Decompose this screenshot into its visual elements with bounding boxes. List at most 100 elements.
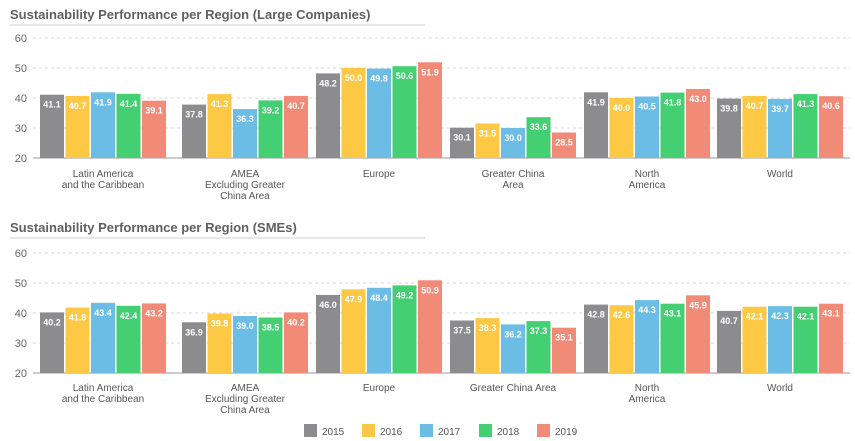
bar-2016 (742, 306, 767, 373)
data-label: 40.2 (287, 317, 305, 327)
data-label: 45.9 (689, 300, 707, 310)
data-label: 37.5 (453, 326, 471, 336)
category-label: Excluding Greater (205, 180, 286, 191)
bar-2015 (182, 322, 206, 373)
bar-2017 (367, 68, 391, 158)
category-label: Latin America (73, 169, 134, 180)
bar-2018 (116, 93, 141, 158)
data-label: 40.0 (613, 103, 631, 113)
category-label: America (629, 180, 666, 191)
bar-2019 (552, 327, 576, 373)
bar-2017 (91, 92, 115, 158)
bar-2018 (392, 285, 417, 373)
legend-swatch-2015 (304, 424, 317, 437)
bar-2019 (284, 312, 308, 373)
bar-2019 (686, 89, 710, 158)
category-label: America (629, 394, 666, 405)
bar-2018 (526, 321, 551, 373)
y-tick-label: 50 (15, 278, 27, 290)
bar-2019 (142, 100, 166, 158)
data-label: 30.0 (504, 133, 522, 143)
data-label: 39.7 (771, 104, 789, 114)
bar-2018 (660, 92, 685, 158)
bar-2019 (142, 303, 166, 373)
bar-2017 (233, 316, 257, 373)
data-label: 40.2 (43, 317, 61, 327)
legend-swatch-2018 (479, 424, 492, 437)
data-label: 41.9 (587, 97, 605, 107)
data-label: 39.8 (720, 104, 738, 114)
data-label: 50.6 (396, 71, 414, 81)
bar-2015 (717, 98, 741, 158)
bar-2016 (475, 123, 500, 158)
bar-2019 (284, 95, 308, 158)
data-label: 50.9 (421, 285, 439, 295)
bar-2015 (584, 304, 608, 373)
data-label: 39.0 (236, 321, 254, 331)
data-label: 40.7 (287, 101, 305, 111)
bar-2017 (501, 128, 525, 158)
bar-2019 (552, 132, 576, 158)
data-label: 36.3 (236, 114, 254, 124)
chart-title: Sustainability Performance per Region (L… (10, 7, 370, 22)
bar-2015 (450, 127, 474, 158)
legend-label: 2019 (555, 427, 578, 438)
category-label: Latin America (73, 383, 134, 394)
data-label: 41.8 (664, 98, 682, 108)
y-tick-label: 40 (15, 93, 27, 105)
bar-2017 (768, 98, 792, 158)
bar-2018 (793, 94, 818, 158)
data-label: 41.1 (43, 100, 61, 110)
category-label: China Area (220, 191, 270, 202)
category-label: North (635, 383, 659, 394)
data-label: 44.3 (638, 305, 656, 315)
bar-2015 (40, 312, 64, 373)
bar-2016 (341, 68, 366, 158)
data-label: 41.3 (211, 99, 229, 109)
data-label: 50.0 (345, 73, 363, 83)
bar-2018 (526, 117, 551, 158)
legend-label: 2016 (380, 427, 403, 438)
bar-2018 (258, 100, 283, 158)
y-tick-label: 20 (15, 368, 27, 380)
category-label: and the Caribbean (62, 394, 144, 405)
data-label: 28.5 (555, 138, 573, 148)
data-label: 43.1 (822, 309, 840, 319)
bar-2015 (182, 104, 206, 158)
category-label: World (767, 383, 793, 394)
legend-label: 2017 (438, 427, 461, 438)
bar-2017 (91, 302, 115, 373)
category-label: Greater China Area (470, 383, 557, 394)
data-label: 40.5 (638, 102, 656, 112)
bar-2015 (717, 310, 741, 373)
bar-2018 (116, 305, 141, 373)
data-label: 39.1 (145, 106, 163, 116)
bar-2018 (660, 303, 685, 373)
data-label: 40.7 (746, 101, 764, 111)
bar-2015 (316, 73, 340, 158)
data-label: 42.1 (746, 312, 764, 322)
bar-2016 (65, 95, 90, 158)
y-tick-label: 30 (15, 123, 27, 135)
data-label: 42.8 (587, 310, 605, 320)
category-label: Area (502, 180, 524, 191)
bar-2018 (392, 66, 417, 158)
data-label: 42.1 (797, 312, 815, 322)
category-label: World (767, 169, 793, 180)
data-label: 36.2 (504, 329, 522, 339)
chart-title: Sustainability Performance per Region (S… (10, 220, 297, 235)
data-label: 41.9 (94, 97, 112, 107)
bar-2019 (686, 295, 710, 373)
bar-2018 (793, 306, 818, 373)
bar-2019 (418, 62, 442, 158)
legend-label: 2018 (497, 427, 520, 438)
y-tick-label: 40 (15, 308, 27, 320)
legend-swatch-2017 (420, 424, 433, 437)
category-label: AMEA (231, 383, 260, 394)
data-label: 46.0 (319, 300, 337, 310)
data-label: 43.4 (94, 308, 112, 318)
category-label: China Area (220, 405, 270, 416)
bar-2016 (341, 289, 366, 373)
bar-2016 (609, 98, 634, 158)
bar-2015 (584, 92, 608, 158)
